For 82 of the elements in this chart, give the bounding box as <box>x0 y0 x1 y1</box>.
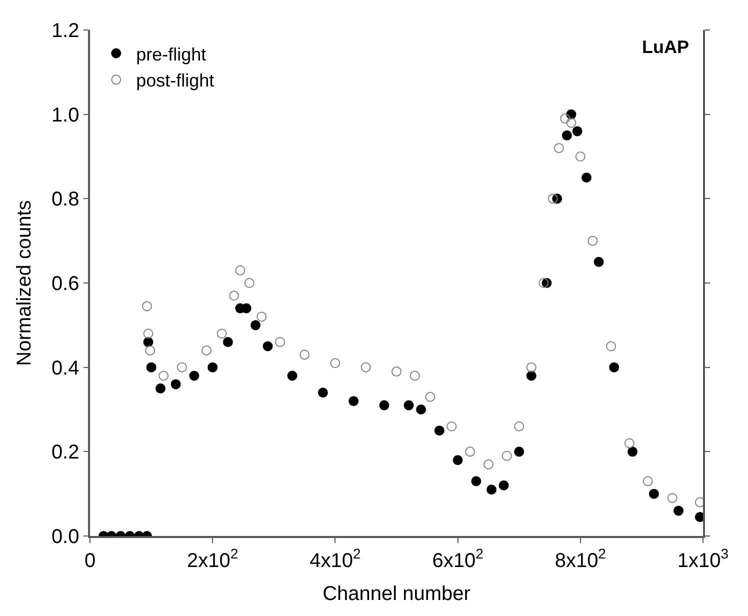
y-tick-label: 0.0 <box>51 526 80 548</box>
point <box>208 362 218 372</box>
point <box>229 290 240 301</box>
annotation: LuAP <box>642 37 689 57</box>
point <box>216 328 227 339</box>
point <box>425 392 436 402</box>
point <box>628 446 638 457</box>
x-tick-label: 6x10$^{2}$ <box>432 545 484 572</box>
point <box>609 362 620 372</box>
point <box>348 396 359 406</box>
y-tick-label: 1.0 <box>51 104 80 126</box>
point <box>244 278 254 288</box>
point <box>176 362 187 372</box>
y-tick-label: 0.2 <box>51 442 80 464</box>
point <box>560 114 570 124</box>
legend-label: pre-flight <box>136 44 206 64</box>
point <box>483 459 494 470</box>
point <box>514 446 524 457</box>
point <box>275 337 286 348</box>
x-tick-label: 0 <box>84 550 96 572</box>
point <box>594 256 604 267</box>
point <box>156 383 166 394</box>
point <box>330 358 340 368</box>
y-tick-label: 1.2 <box>51 20 80 42</box>
point <box>262 341 273 352</box>
y-tick-label: 0.6 <box>51 273 80 295</box>
point <box>575 152 586 162</box>
point <box>379 400 390 410</box>
point <box>572 126 582 136</box>
point <box>250 320 261 330</box>
point <box>318 388 328 398</box>
point <box>566 118 576 128</box>
point <box>471 476 482 486</box>
x-axis-title: Channel number <box>322 582 471 605</box>
point <box>502 450 512 461</box>
point <box>554 143 564 154</box>
point <box>446 421 457 432</box>
point <box>287 370 298 381</box>
point <box>588 236 598 246</box>
x-tick-label: 1x10$^{3}$ <box>677 545 729 572</box>
point <box>673 506 684 516</box>
point <box>498 480 509 490</box>
point <box>538 278 549 288</box>
point <box>143 328 154 339</box>
legend-label: post-flight <box>136 70 214 91</box>
point <box>642 476 653 486</box>
point <box>434 426 444 436</box>
point <box>201 345 212 356</box>
point <box>170 379 181 390</box>
point <box>256 312 267 322</box>
point <box>606 341 616 352</box>
y-axis-title: Normalized counts <box>13 200 36 366</box>
point <box>526 370 536 381</box>
point <box>416 404 426 414</box>
x-tick-label: 8x10$^{2}$ <box>554 545 606 572</box>
y-tick-label: 0.4 <box>51 357 80 380</box>
point <box>142 301 152 312</box>
y-tick-label: 0.8 <box>51 188 80 211</box>
x-tick-label: 4x10$^{2}$ <box>310 545 361 572</box>
x-tick-label: 2x10$^{2}$ <box>187 545 238 572</box>
point <box>392 366 402 377</box>
point <box>145 345 156 356</box>
point <box>624 438 634 448</box>
point <box>526 362 536 372</box>
point <box>582 172 592 183</box>
point <box>189 370 200 381</box>
point <box>410 370 420 381</box>
point <box>360 362 371 372</box>
point <box>404 400 414 410</box>
point <box>235 265 246 276</box>
point <box>667 493 678 504</box>
point <box>548 194 558 204</box>
point <box>146 362 156 372</box>
point <box>562 130 572 140</box>
point <box>158 370 169 381</box>
point <box>486 484 497 495</box>
point <box>514 421 524 432</box>
point <box>648 488 659 499</box>
point <box>452 455 463 466</box>
point <box>300 350 310 360</box>
point <box>222 337 233 348</box>
point <box>465 446 476 457</box>
